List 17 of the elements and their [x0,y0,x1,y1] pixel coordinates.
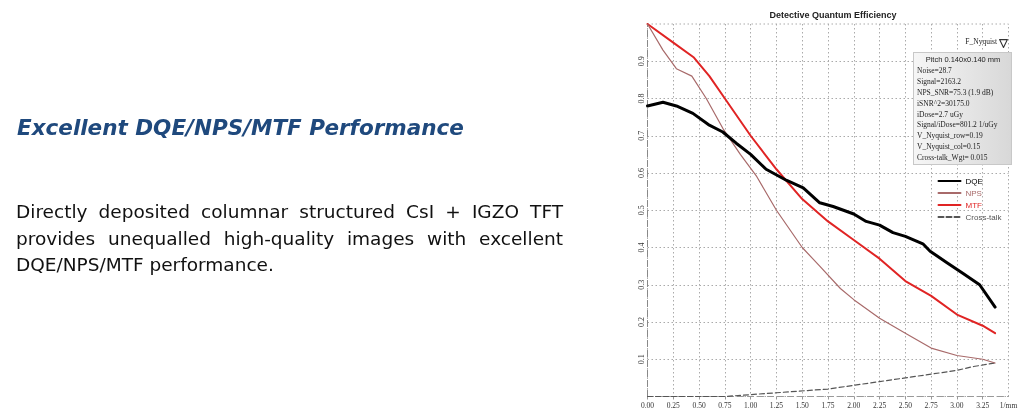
y-tick-label: 0.8 [637,93,646,104]
y-tick-label: 0.2 [637,317,646,327]
y-tick-label: 0.3 [637,279,646,290]
y-tick-label: 0.7 [637,130,646,141]
text: Directly deposited columnar structured CsI + IGZO TFT provides unequalled high-quality images with excellent DQE/NPS/MTF performance. [16,200,563,277]
text: Excellent DQE/NPS/MTF Performance [17,115,464,140]
y-tick-label: 0.4 [637,242,646,253]
legend-label: Cross-talk [965,212,1003,222]
legend-label: NPS [965,188,982,198]
y-tick-label: 0.9 [637,56,646,67]
y-tick-label: 0.5 [637,205,646,216]
y-tick-label: 0.6 [637,168,646,178]
chart-title: Detective Quantum Efficiency [769,9,897,20]
legend-label: DQE [965,176,983,186]
line-series [646,362,996,398]
legend-label: MTF [965,200,983,210]
y-tick-label: 0.1 [637,354,646,365]
